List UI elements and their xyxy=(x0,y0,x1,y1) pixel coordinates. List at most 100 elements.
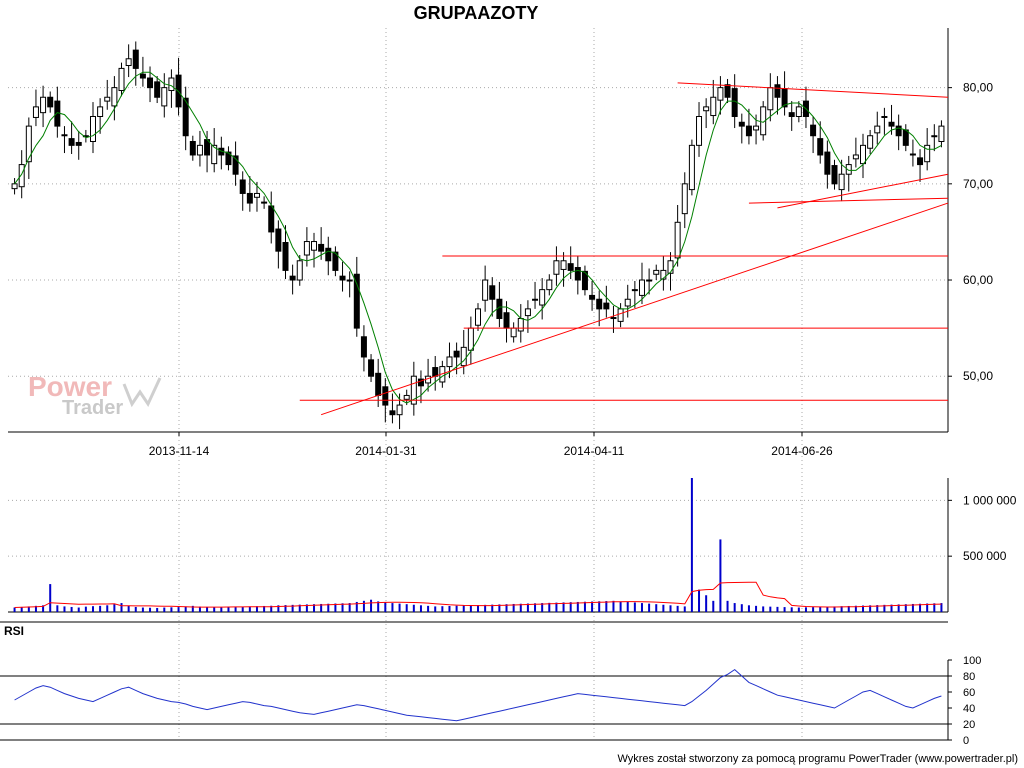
volume-bar xyxy=(740,604,743,612)
volume-bar xyxy=(598,601,601,612)
volume-bar xyxy=(783,607,786,612)
volume-y-axis: 1 000 000 500 000 xyxy=(948,493,1017,563)
volume-moving-average xyxy=(14,581,942,608)
volume-bar xyxy=(534,603,537,612)
candle-up xyxy=(667,260,674,274)
footer-credit: Wykres został stworzony za pomocą progra… xyxy=(617,753,1018,765)
rsi-tick-label: 100 xyxy=(963,655,981,667)
date-x-axis: 2013-11-14 2014-01-31 2014-04-11 2014-06-26 xyxy=(149,432,833,458)
date-tick-label: 2014-01-31 xyxy=(355,444,417,458)
volume-bar xyxy=(776,606,779,612)
candle-down xyxy=(332,251,339,271)
rsi-series xyxy=(14,668,942,722)
candle-down xyxy=(895,125,902,137)
volume-bar xyxy=(854,605,857,612)
candle-up xyxy=(938,125,945,143)
candle-up xyxy=(125,58,132,67)
candle-up xyxy=(510,327,517,338)
volume-bar xyxy=(562,602,565,612)
trendlines xyxy=(299,82,949,416)
candle-up xyxy=(253,192,260,198)
candle-up xyxy=(467,327,474,351)
candle-down xyxy=(417,378,424,387)
candle-down xyxy=(318,243,325,252)
volume-bar xyxy=(469,605,472,612)
volume-bar xyxy=(705,595,708,612)
volume-bar xyxy=(277,605,280,612)
volume-bar xyxy=(384,602,387,612)
volume-bar xyxy=(655,604,658,612)
volume-bar xyxy=(270,605,273,612)
candle-down xyxy=(375,372,382,396)
candle-up xyxy=(553,260,560,275)
volume-bar xyxy=(13,607,16,612)
volume-bar xyxy=(541,603,544,612)
candle-up xyxy=(674,221,681,259)
volume-bar xyxy=(747,605,750,612)
volume-bar xyxy=(298,604,301,612)
volume-bar xyxy=(883,604,886,612)
moving-average-series xyxy=(14,71,942,404)
volume-bar xyxy=(897,604,900,612)
volume-bar xyxy=(605,601,608,612)
candle-down xyxy=(738,121,745,127)
volume-bar xyxy=(405,604,408,612)
volume-bar xyxy=(191,605,194,612)
candle-up xyxy=(924,144,931,163)
volume-bar xyxy=(34,605,37,612)
volume-bar xyxy=(255,606,258,612)
date-tick-label: 2014-06-26 xyxy=(771,444,833,458)
volume-bar xyxy=(391,603,394,612)
candle-down xyxy=(902,129,909,146)
volume-bar xyxy=(840,606,843,612)
candle-up xyxy=(638,279,645,296)
date-tick-label: 2014-04-11 xyxy=(564,444,625,458)
volume-bar xyxy=(291,604,294,612)
candle-down xyxy=(774,84,781,98)
volume-bar xyxy=(519,603,522,612)
volume-bar xyxy=(398,603,401,612)
price-tick-label: 80,00 xyxy=(963,81,993,95)
candle-down xyxy=(810,124,817,137)
volume-bar xyxy=(99,605,102,612)
volume-bar xyxy=(327,603,330,612)
watermark-power-text: Power xyxy=(28,371,112,402)
volume-bar xyxy=(826,606,829,612)
volume-bar xyxy=(355,601,358,612)
trendline xyxy=(320,202,949,416)
candle-down xyxy=(282,242,289,271)
volume-bar xyxy=(719,539,722,612)
candle-up xyxy=(838,173,845,191)
candle-down xyxy=(189,141,196,156)
volume-bar xyxy=(797,607,800,612)
candle-down xyxy=(603,302,610,310)
volume-bar xyxy=(348,603,351,612)
volume-bar xyxy=(284,605,287,612)
candle-down xyxy=(489,285,496,300)
candle-up xyxy=(688,144,695,191)
candle-down xyxy=(275,228,282,252)
volume-bar xyxy=(683,606,686,612)
candle-up xyxy=(631,289,638,292)
candle-down xyxy=(589,294,596,300)
volume-bar xyxy=(583,601,586,612)
candle-up xyxy=(446,356,453,368)
watermark-trader-text: Trader xyxy=(62,397,123,419)
volume-bar xyxy=(512,603,515,612)
candle-up xyxy=(696,115,703,146)
volume-bar xyxy=(555,602,558,612)
volume-bar xyxy=(619,601,622,612)
candle-down xyxy=(382,386,389,406)
candle-down xyxy=(325,247,332,262)
candle-down xyxy=(432,367,439,377)
candle-up xyxy=(460,346,467,367)
candle-down xyxy=(75,141,82,146)
candle-down xyxy=(261,201,268,204)
volume-bar xyxy=(833,606,836,612)
volume-bar xyxy=(847,605,850,612)
volume-bar xyxy=(455,605,458,612)
volume-bar xyxy=(248,606,251,612)
candle-up xyxy=(303,241,310,256)
candle-down xyxy=(581,270,588,291)
